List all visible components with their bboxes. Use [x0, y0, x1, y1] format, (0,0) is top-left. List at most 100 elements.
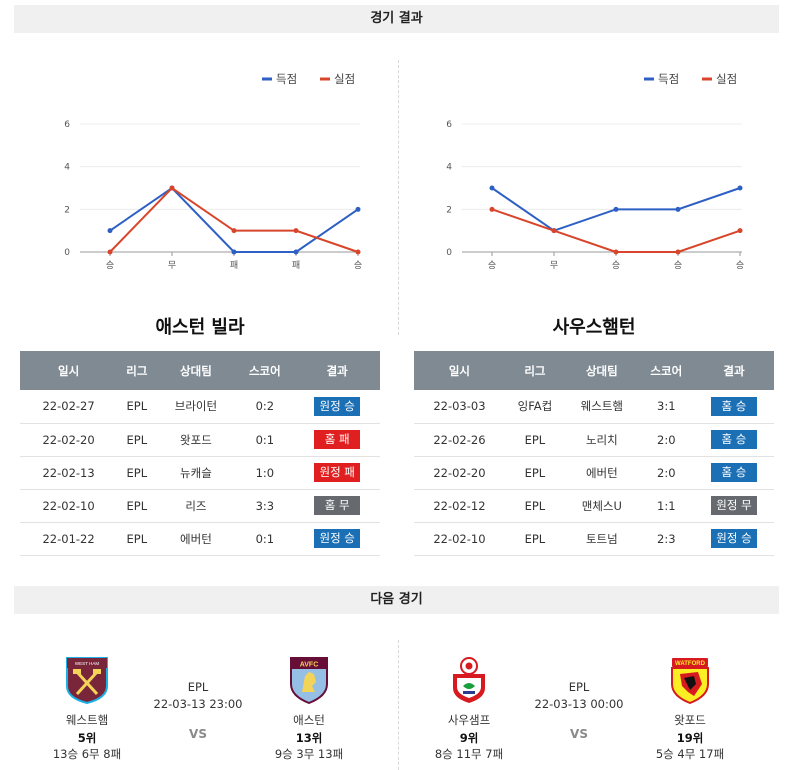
y-tick-label: 2 [64, 205, 70, 215]
cell-league: EPL [117, 522, 157, 556]
result-badge: 홈 패 [314, 430, 361, 449]
x-tick-label: 패 [292, 260, 300, 271]
results-section-header: 경기 결과 [14, 5, 779, 33]
cell-date: 22-02-27 [20, 390, 118, 424]
cell-date: 22-02-12 [414, 489, 505, 523]
series-conceded-point [355, 249, 361, 255]
cell-opponent: 왓포드 [156, 423, 236, 457]
cell-opponent: 에버턴 [156, 522, 236, 556]
away-team: AVFC 애스턴 13위 9승 3무 13패 [259, 656, 359, 762]
team-rank: 19위 [676, 731, 704, 745]
y-tick-label: 2 [446, 205, 452, 215]
team-rank: 9위 [459, 731, 479, 745]
header-league: 리그 [504, 351, 566, 390]
cell-league: EPL [504, 522, 566, 556]
chart-legend: 득점 실점 [262, 72, 355, 86]
column-divider [398, 640, 399, 770]
cell-result: 원정 승 [693, 522, 774, 556]
aston-villa-crest-icon: AVFC [287, 656, 331, 705]
table-row: 22-02-26 EPL 노리치 2:0 홈 승 [414, 423, 774, 457]
match-league: EPL [568, 680, 590, 694]
table-row: 22-02-12 EPL 맨체스U 1:1 원정 무 [414, 489, 774, 523]
cell-result: 원정 패 [294, 456, 380, 490]
legend-conceded-label: 실점 [334, 72, 355, 86]
cell-score: 2:0 [638, 423, 694, 457]
west-ham-crest-icon: WEST HAM [65, 656, 109, 705]
table-row: 22-02-20 EPL 왓포드 0:1 홈 패 [20, 423, 380, 457]
x-tick-label: 승 [736, 260, 744, 271]
vs-label: VS [570, 727, 588, 741]
match-datetime: 22-03-13 00:00 [534, 697, 624, 711]
header-result: 결과 [294, 351, 380, 390]
chart-southampton: 득점 실점 6 4 2 0 승 무 승 승 승 [412, 60, 772, 280]
cell-date: 22-02-20 [20, 423, 118, 457]
cell-date: 22-02-10 [20, 489, 118, 523]
x-tick-label: 승 [106, 260, 114, 271]
x-tick-label: 승 [488, 260, 496, 271]
cell-result: 홈 승 [693, 423, 774, 457]
team-rank: 5위 [77, 731, 97, 745]
cell-league: EPL [117, 489, 157, 523]
cell-opponent: 리즈 [156, 489, 236, 523]
table-row: 22-02-20 EPL 에버턴 2:0 홈 승 [414, 456, 774, 490]
cell-date: 22-02-13 [20, 456, 118, 490]
series-conceded-point [231, 228, 237, 234]
table-row: 22-03-03 잉FA컵 웨스트햄 3:1 홈 승 [414, 390, 774, 424]
result-badge: 홈 승 [710, 430, 757, 449]
cell-league: EPL [504, 423, 566, 457]
series-scored-point [737, 185, 743, 191]
cell-date: 22-02-26 [414, 423, 505, 457]
series-scored-point [231, 249, 237, 255]
legend-conceded-label: 실점 [716, 72, 737, 86]
team-record: 9승 3무 13패 [274, 747, 344, 761]
series-conceded-point [293, 228, 299, 234]
cell-result: 원정 승 [294, 522, 380, 556]
cell-date: 22-03-03 [414, 390, 505, 424]
result-badge: 원정 승 [314, 396, 361, 416]
series-scored-point [107, 228, 113, 234]
header-league: 리그 [117, 351, 157, 390]
cell-date: 22-02-10 [414, 522, 505, 556]
team-title-southampton: 사우스햄턴 [552, 317, 636, 338]
y-tick-label: 6 [64, 120, 70, 130]
cell-opponent: 에버턴 [565, 456, 639, 490]
result-badge: 원정 승 [314, 529, 361, 548]
y-tick-label: 6 [446, 120, 452, 130]
cell-result: 홈 승 [693, 456, 774, 490]
southampton-crest-icon [447, 656, 491, 704]
west-ham-logo-text: WEST HAM [75, 661, 99, 666]
team-name: 사우샘프 [447, 713, 491, 727]
series-conceded-point [613, 249, 619, 255]
series-conceded-line [491, 208, 741, 253]
team-name: 왓포드 [674, 713, 706, 727]
result-badge: 홈 무 [314, 496, 361, 515]
cell-result: 홈 승 [693, 390, 774, 424]
home-team: 사우샘프 9위 8승 11무 7패 [419, 656, 519, 762]
result-badge: 원정 패 [314, 463, 361, 482]
aston-villa-logo-text: AVFC [300, 662, 319, 669]
result-badge: 원정 무 [710, 496, 757, 515]
cell-score: 1:1 [638, 489, 694, 523]
x-tick-label: 무 [550, 260, 558, 271]
x-tick-label: 승 [674, 260, 682, 271]
header-score: 스코어 [638, 351, 694, 390]
cell-league: EPL [117, 456, 157, 490]
y-tick-label: 4 [446, 163, 452, 173]
cell-opponent: 토트넘 [565, 522, 639, 556]
away-team: WATFORD 왓포드 19위 5승 4무 17패 [640, 656, 740, 762]
header-score: 스코어 [235, 351, 295, 390]
cell-score: 0:1 [235, 423, 295, 457]
series-scored-point [355, 206, 361, 212]
cell-opponent: 노리치 [565, 423, 639, 457]
cell-opponent: 브라이턴 [156, 390, 236, 424]
series-scored-point [489, 185, 495, 191]
result-badge: 홈 승 [710, 463, 757, 482]
cell-score: 0:2 [235, 390, 295, 424]
series-scored-point [293, 249, 299, 255]
table-row: 22-02-10 EPL 토트넘 2:3 원정 승 [414, 522, 774, 556]
series-conceded-point [551, 228, 557, 234]
series-scored-point [675, 206, 681, 212]
x-tick-label: 패 [230, 260, 238, 271]
